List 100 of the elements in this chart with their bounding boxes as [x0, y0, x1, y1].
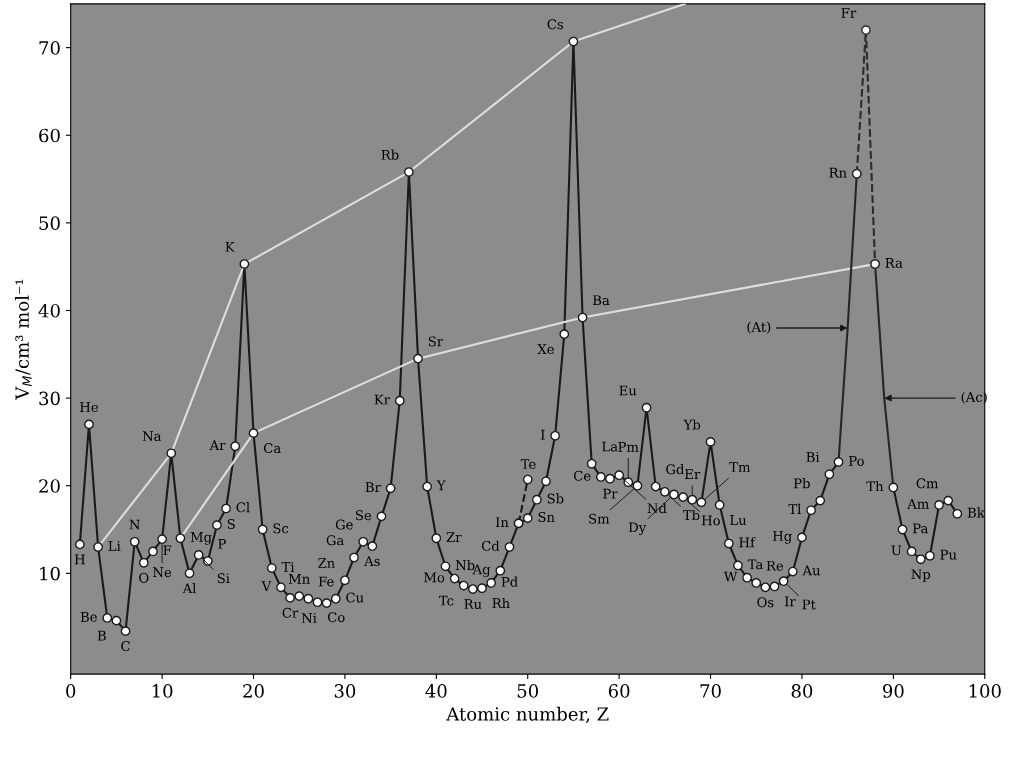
annotation: Ir — [784, 596, 796, 607]
x-tick-label: 90 — [882, 684, 904, 698]
x-tick-label: 50 — [517, 684, 539, 698]
x-tick-label: 70 — [700, 684, 721, 698]
x-tick-label: 60 — [608, 684, 630, 698]
annotation: Ne — [153, 567, 172, 578]
y-tick-label: 50 — [39, 216, 60, 230]
annotation: O — [139, 572, 149, 583]
annotation: Am — [907, 499, 929, 509]
annotation: La — [602, 441, 618, 452]
annotation: Dy — [628, 522, 647, 536]
annotation: Cl — [236, 502, 250, 513]
annotation: Pb — [793, 478, 810, 489]
y-tick-label: 70 — [39, 41, 60, 55]
annotation: Be — [80, 612, 97, 622]
annotation: Mo — [424, 572, 445, 583]
annotation: Tm — [729, 462, 751, 472]
annotation: Lu — [730, 515, 747, 525]
annotation: Ca — [263, 443, 281, 454]
annotation: Th — [866, 481, 884, 492]
x-tick-label: 10 — [152, 684, 173, 698]
annotation: Tl — [788, 503, 801, 514]
annotation: K — [225, 241, 235, 252]
annotation: Cd — [481, 540, 500, 551]
annotation: Si — [217, 573, 230, 584]
annotation: Er — [685, 469, 701, 479]
annotation: I — [540, 429, 545, 440]
annotation: Rn — [829, 167, 847, 178]
annotation: Ar — [209, 440, 226, 450]
annotation: Ce — [573, 470, 591, 481]
annotation: Rh — [492, 597, 510, 608]
annotation: Rb — [381, 149, 399, 160]
annotation: Mg — [190, 532, 212, 545]
annotation: Au — [802, 565, 821, 576]
annotation: Se — [356, 510, 372, 521]
annotation: H — [74, 554, 85, 565]
annotation: Sb — [547, 493, 564, 504]
y-tick-label: 60 — [39, 128, 60, 143]
annotation: Ti — [281, 562, 295, 572]
annotation: F — [163, 545, 172, 556]
annotation: Ta — [747, 559, 763, 570]
annotation: W — [723, 571, 738, 582]
annotation: Y — [436, 480, 446, 491]
annotation: Bi — [806, 452, 820, 462]
annotation: Mn — [288, 574, 310, 584]
y-axis-title: V$_{M}$/cm³ mol⁻¹ — [14, 279, 32, 400]
annotation: Na — [142, 431, 162, 442]
x-axis-title: Atomic number, Z — [446, 706, 609, 724]
annotation: V — [261, 581, 272, 591]
annotation: Pt — [802, 599, 816, 610]
annotation: Yb — [683, 419, 701, 430]
annotation: Hg — [772, 531, 792, 544]
annotation: Kr — [374, 394, 391, 405]
annotation: Br — [365, 482, 381, 492]
annotation: Ga — [326, 535, 344, 546]
annotation: Co — [327, 612, 345, 623]
annotation: Ge — [335, 519, 353, 530]
y-tick-label: 30 — [39, 391, 60, 406]
annotation: P — [218, 538, 226, 549]
annotation: Sm — [589, 513, 610, 524]
annotation: Tc — [438, 595, 454, 606]
x-tick-label: 0 — [66, 684, 76, 698]
annotation: Pm — [618, 442, 639, 452]
annotation: Np — [911, 569, 931, 582]
annotation: Ru — [464, 599, 482, 610]
annotation: Gd — [666, 464, 685, 475]
annotation: Re — [766, 560, 784, 571]
x-tick-label: 40 — [425, 684, 447, 698]
annotation: Cr — [282, 607, 299, 618]
annotation: Al — [182, 583, 197, 594]
annotation: Pr — [603, 488, 618, 499]
annotation: Ni — [301, 613, 317, 624]
annotation: As — [364, 556, 380, 567]
y-tick-label: 10 — [40, 566, 60, 581]
annotation: Tb — [683, 509, 700, 521]
annotation: Zn — [318, 558, 335, 568]
annotation: Sn — [538, 511, 555, 522]
annotation: Hf — [739, 537, 756, 548]
x-tick-label: 20 — [243, 684, 264, 698]
annotation: Sc — [273, 523, 289, 534]
y-tick-label: 20 — [39, 479, 60, 493]
annotation: He — [80, 402, 98, 413]
annotation: S — [227, 518, 235, 529]
annotation: Zr — [446, 532, 462, 542]
annotation: Eu — [619, 385, 637, 396]
annotation: (At) — [747, 321, 771, 334]
x-tick-label: 80 — [791, 684, 813, 698]
annotation: Pa — [912, 523, 928, 534]
annotation: Cs — [547, 19, 564, 30]
annotation: Pd — [501, 576, 518, 587]
annotation: Te — [520, 459, 536, 470]
annotation: Xe — [537, 344, 554, 355]
annotation: Nd — [647, 502, 667, 514]
annotation: Cm — [916, 478, 939, 489]
annotation: Os — [757, 597, 774, 608]
annotation: Po — [848, 456, 864, 466]
annotation: Fe — [318, 576, 334, 587]
annotation: Ba — [593, 295, 610, 306]
x-tick-label: 100 — [969, 684, 1001, 698]
annotation: Ra — [885, 258, 903, 268]
